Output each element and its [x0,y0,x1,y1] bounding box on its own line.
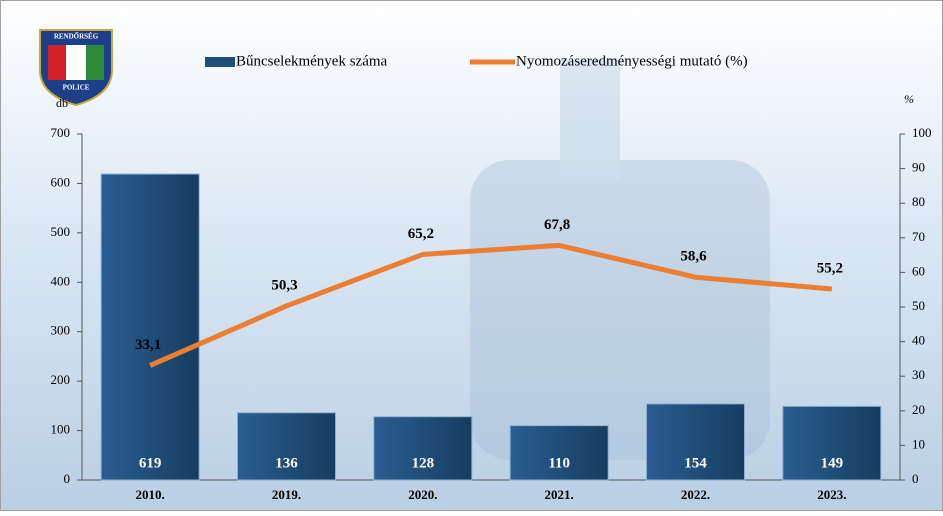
y2-axis-label: % [904,92,914,106]
y2-tick-label: 60 [912,263,925,278]
bar [782,405,882,481]
bar-value-label: 154 [684,455,707,471]
y-axis-label: db [56,96,68,110]
bar-value-label: 619 [139,455,162,471]
y-tick-label: 700 [51,125,71,140]
line-value-label: 50,3 [271,277,297,293]
y2-tick-label: 100 [912,125,932,140]
bar [646,403,745,481]
line-value-label: 55,2 [817,260,843,276]
line [149,242,833,368]
y2-tick-label: 50 [912,298,925,313]
y-tick-label: 200 [51,372,71,387]
legend-label: Bűncselekmények száma [236,53,388,69]
logo: RENDŐRSÉG POLICE [39,29,113,107]
logo-text: POLICE [63,84,90,92]
bar [237,412,336,481]
y2-tick-label: 20 [912,402,925,417]
y-tick-label: 500 [51,224,71,239]
bar-value-label: 149 [821,455,844,471]
building [470,60,770,460]
line-value-label: 65,2 [408,226,434,242]
bar-value-label: 128 [412,455,435,471]
x-tick-label: 2019. [272,487,301,502]
line-value-label: 67,8 [544,217,570,233]
bar [373,416,473,481]
y-tick-label: 0 [64,471,71,486]
x-tick-label: 2020. [408,487,437,502]
y-tick-label: 600 [51,174,71,189]
y2-tick-label: 90 [912,160,925,175]
bar-value-label: 136 [275,455,298,471]
bar [509,425,609,481]
bar-value-label: 110 [548,455,570,471]
x-tick-label: 2022. [681,487,710,502]
y-tick-label: 300 [51,323,71,338]
legend-swatch [205,57,235,67]
y2-tick-label: 30 [912,367,925,382]
y-tick-label: 100 [51,422,71,437]
legend-label: Nyomozáseredményességi mutató (%) [516,53,748,69]
y-tick-label: 400 [51,273,71,288]
x-tick-label: 2023. [817,487,846,502]
x-tick-label: 2010. [136,487,165,502]
x-tick-label: 2021. [545,487,574,502]
line-value-label: 58,6 [680,249,707,265]
y2-tick-label: 70 [912,229,925,244]
line-value-label: 33,1 [135,337,161,353]
y2-tick-label: 10 [912,436,925,451]
y2-tick-label: 80 [912,194,925,209]
y2-tick-label: 40 [912,333,925,348]
logo-text: RENDŐRSÉG [54,33,99,41]
y2-tick-label: 0 [912,471,919,486]
bar [100,173,200,481]
